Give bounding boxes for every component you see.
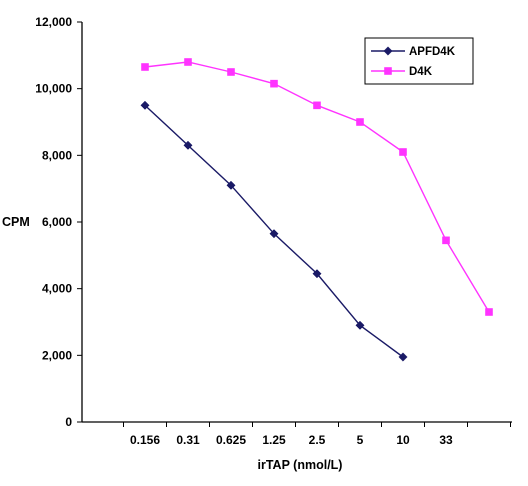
y-tick-label: 6,000	[42, 215, 72, 229]
data-point	[355, 320, 365, 330]
legend-marker	[383, 46, 393, 56]
data-point	[313, 101, 321, 110]
legend-box	[364, 37, 474, 85]
legend-item: D4K	[371, 66, 433, 78]
x-tick-label: 33	[439, 433, 453, 447]
data-point	[184, 58, 192, 66]
data-point	[356, 118, 364, 126]
data-point	[399, 148, 407, 156]
x-tick-label: 1.25	[262, 433, 286, 447]
x-axis-title: irTAP (nmol/L)	[258, 458, 343, 472]
legend: APFD4K D4K	[364, 37, 474, 85]
x-tick-label: 10	[396, 433, 410, 447]
legend-label: APFD4K	[409, 46, 456, 58]
x-tick-label: 5	[357, 433, 364, 447]
y-axis-title: CPM	[2, 215, 30, 229]
data-point	[312, 269, 322, 279]
legend-marker	[384, 67, 392, 75]
data-point	[140, 100, 150, 110]
x-tick-label: 0.625	[216, 433, 246, 447]
data-point	[141, 63, 149, 71]
legend-label: D4K	[409, 66, 433, 78]
data-point	[398, 352, 408, 362]
data-point	[226, 180, 236, 190]
x-tick-label: 0.156	[130, 433, 160, 447]
y-tick-label: 10,000	[35, 82, 72, 96]
series-apfd4k	[140, 100, 408, 362]
y-tick-label: 4,000	[42, 282, 72, 296]
y-tick-label: 12,000	[35, 15, 72, 29]
data-point	[442, 236, 450, 245]
axes: 0 2,000 4,000 6,000 8,000 10,000 12,000 0.156 0.…	[2, 15, 512, 472]
series-d4k	[141, 58, 493, 316]
series-layer	[140, 58, 493, 362]
data-point	[270, 79, 278, 88]
x-tick-label: 2.5	[309, 433, 326, 447]
y-tick-label: 8,000	[42, 148, 72, 162]
data-point	[183, 140, 193, 150]
data-point	[485, 308, 493, 316]
y-tick-label: 0	[65, 415, 72, 429]
x-tick-label: 0.31	[176, 433, 200, 447]
y-tick-label: 2,000	[42, 348, 72, 362]
data-point	[227, 68, 235, 76]
data-point	[269, 229, 279, 239]
legend-item: APFD4K	[371, 46, 456, 58]
